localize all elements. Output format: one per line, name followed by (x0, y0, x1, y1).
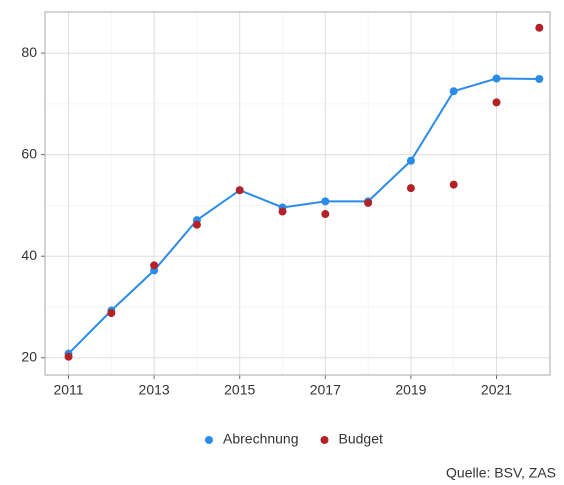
plot-border (44, 11, 551, 376)
data-point (364, 198, 373, 207)
y-tick-label: 40 (21, 247, 37, 263)
data-point (449, 180, 458, 189)
x-tick-label: 2013 (139, 382, 170, 398)
data-point (535, 23, 544, 32)
y-tick-label: 80 (21, 44, 37, 60)
data-point (492, 98, 501, 107)
legend-swatch (320, 436, 329, 444)
data-point (535, 75, 544, 84)
data-point (321, 210, 330, 219)
x-tick-label: 2015 (224, 382, 255, 398)
data-point (192, 220, 201, 229)
data-point (150, 261, 159, 270)
series-line (67, 77, 540, 355)
data-point (406, 156, 415, 165)
x-tick-label: 2019 (395, 382, 426, 398)
data-point (107, 309, 116, 318)
y-tick-label: 60 (21, 145, 37, 161)
data-point (64, 352, 73, 361)
data-point (235, 186, 244, 195)
legend-swatch (205, 436, 213, 444)
x-tick-label: 2011 (53, 382, 83, 398)
data-point (406, 184, 415, 193)
data-point (449, 87, 458, 96)
data-point (321, 197, 330, 206)
y-tick-label: 20 (21, 348, 37, 364)
data-point (278, 207, 287, 216)
data-point (492, 74, 501, 83)
legend-label: Budget (339, 431, 383, 447)
x-tick-label: 2017 (310, 382, 341, 398)
x-tick-label: 2021 (481, 382, 512, 398)
legend-label: Abrechnung (223, 431, 299, 447)
caption: Quelle: BSV, ZAS (446, 465, 556, 481)
